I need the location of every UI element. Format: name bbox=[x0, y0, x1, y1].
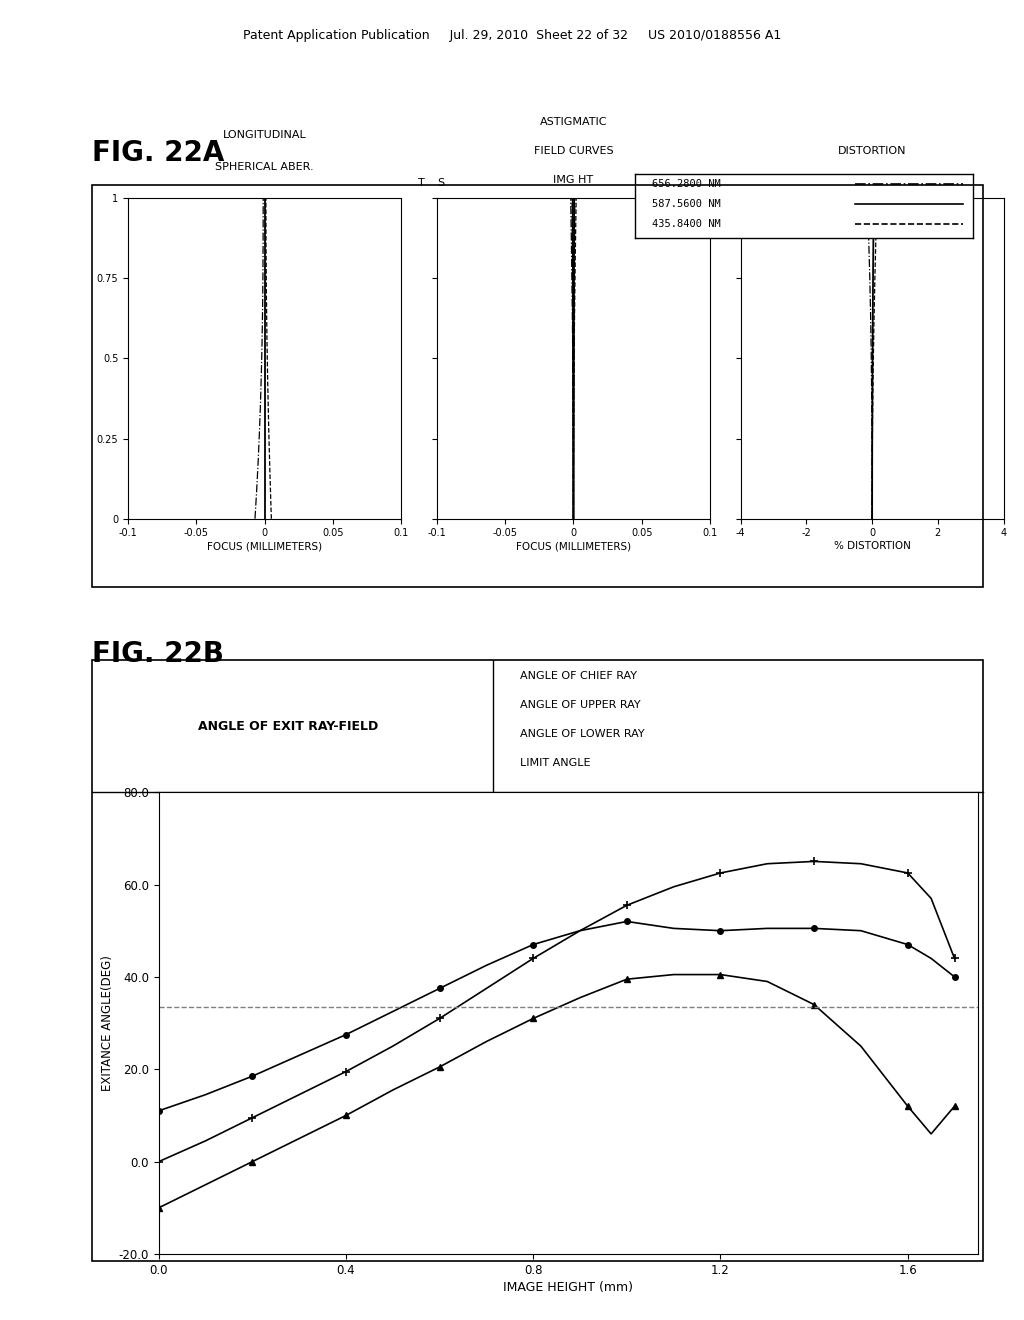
Text: T: T bbox=[418, 178, 425, 189]
Text: Patent Application Publication     Jul. 29, 2010  Sheet 22 of 32     US 2010/018: Patent Application Publication Jul. 29, … bbox=[243, 29, 781, 42]
X-axis label: IMAGE HEIGHT (mm): IMAGE HEIGHT (mm) bbox=[504, 1280, 633, 1294]
Text: ANGLE OF UPPER RAY: ANGLE OF UPPER RAY bbox=[520, 700, 640, 710]
Text: ANGLE OF CHIEF RAY: ANGLE OF CHIEF RAY bbox=[520, 671, 637, 681]
Text: IMG HT: IMG HT bbox=[553, 176, 594, 185]
Text: LIMIT ANGLE: LIMIT ANGLE bbox=[520, 758, 590, 768]
Text: FIG. 22B: FIG. 22B bbox=[92, 640, 224, 668]
Text: 435.8400 NM: 435.8400 NM bbox=[651, 219, 721, 230]
Text: ANGLE OF LOWER RAY: ANGLE OF LOWER RAY bbox=[520, 729, 644, 739]
Text: 656.2800 NM: 656.2800 NM bbox=[651, 178, 721, 189]
Text: FIG. 22A: FIG. 22A bbox=[92, 139, 224, 166]
Text: FIELD CURVES: FIELD CURVES bbox=[534, 147, 613, 156]
X-axis label: % DISTORTION: % DISTORTION bbox=[834, 541, 910, 552]
Text: S: S bbox=[437, 178, 444, 189]
Text: SPHERICAL ABER.: SPHERICAL ABER. bbox=[215, 162, 313, 173]
X-axis label: FOCUS (MILLIMETERS): FOCUS (MILLIMETERS) bbox=[207, 541, 323, 552]
Text: IMG HT: IMG HT bbox=[852, 176, 892, 185]
Y-axis label: EXITANCE ANGLE(DEG): EXITANCE ANGLE(DEG) bbox=[101, 956, 115, 1092]
Text: ANGLE OF EXIT RAY-FIELD: ANGLE OF EXIT RAY-FIELD bbox=[198, 719, 378, 733]
X-axis label: FOCUS (MILLIMETERS): FOCUS (MILLIMETERS) bbox=[516, 541, 631, 552]
Text: DISTORTION: DISTORTION bbox=[838, 147, 906, 156]
Text: ASTIGMATIC: ASTIGMATIC bbox=[540, 117, 607, 128]
Text: 587.5600 NM: 587.5600 NM bbox=[651, 199, 721, 209]
Text: LONGITUDINAL: LONGITUDINAL bbox=[222, 131, 306, 140]
